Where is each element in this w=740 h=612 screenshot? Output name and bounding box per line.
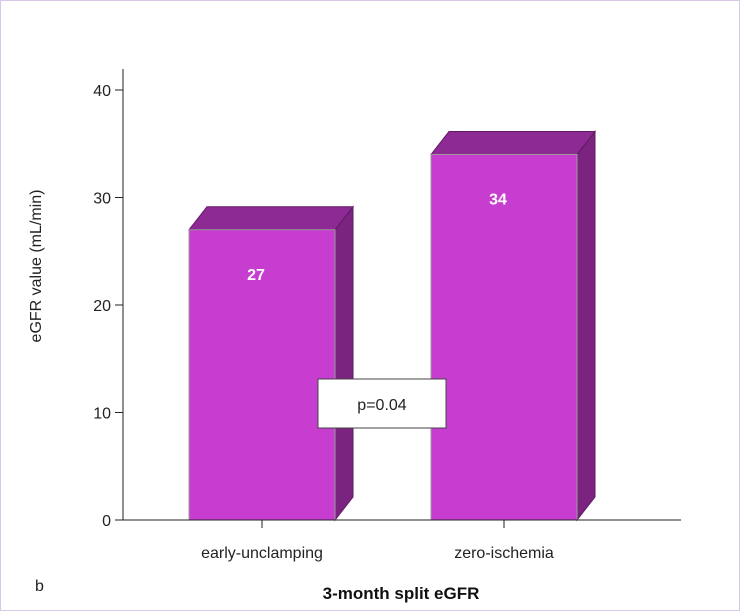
bar-top-face <box>187 206 355 231</box>
y-tick-label: 30 <box>93 191 111 208</box>
x-tick-label: zero-ischemia <box>454 545 554 562</box>
y-tick-label: 0 <box>102 513 111 530</box>
bar-early-unclamping: 27 <box>187 205 355 522</box>
bar-front-face <box>430 154 578 521</box>
axes-layer <box>122 69 681 521</box>
y-tick-label: 20 <box>93 298 111 315</box>
y-tick-label: 10 <box>93 406 111 423</box>
bar-value-label: 34 <box>489 192 507 209</box>
x-axis-title: 3-month split eGFR <box>323 584 480 603</box>
bar-front-face <box>188 229 336 521</box>
bar-value-label: 27 <box>247 267 265 284</box>
annotation-text: p=0.04 <box>357 397 406 414</box>
y-axis-label: eGFR value (mL/min) <box>28 190 45 343</box>
p-value-annotation: p=0.04 <box>317 378 447 429</box>
y-tick-label: 40 <box>93 83 111 100</box>
x-ticks: early-unclamping zero-ischemia <box>201 520 554 562</box>
y-ticks: 0 10 20 30 40 <box>93 83 123 530</box>
annotation-box <box>317 378 447 429</box>
bar-side-face <box>576 130 596 522</box>
x-tick-label: early-unclamping <box>201 545 323 562</box>
panel-label: b <box>35 578 44 595</box>
bar-top-face <box>429 131 597 155</box>
bar-side-face <box>334 205 354 522</box>
bars-layer: 27 34 <box>187 130 597 522</box>
bar-zero-ischemia: 34 <box>429 130 597 522</box>
